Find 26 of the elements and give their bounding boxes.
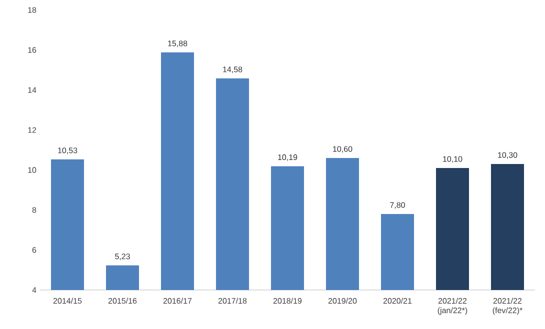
data-label: 10,53 xyxy=(58,148,78,154)
data-label: 10,19 xyxy=(278,154,298,161)
data-label: 5,23 xyxy=(115,254,130,260)
y-tick-label: 16 xyxy=(28,47,36,53)
x-tick-label: 2017/18 xyxy=(218,298,247,304)
data-label: 14,58 xyxy=(223,66,242,74)
data-label: 10,30 xyxy=(498,152,518,159)
y-tick-label: 6 xyxy=(32,247,36,253)
data-label: 10,60 xyxy=(333,146,352,153)
y-tick-label: 12 xyxy=(28,127,36,133)
data-label: 10,10 xyxy=(443,156,462,163)
x-tick-label: 2014/15 xyxy=(53,298,82,304)
y-tick-label: 18 xyxy=(28,7,36,13)
x-tick-label: 2021/22 (jan/22*) xyxy=(438,298,468,315)
x-tick-label: 2015/16 xyxy=(108,298,137,304)
x-tick-label: 2021/22 (fev/22)* xyxy=(492,298,522,315)
x-tick-label: 2016/17 xyxy=(163,298,192,304)
y-tick-label: 10 xyxy=(28,167,36,173)
x-tick-label: 2019/20 xyxy=(328,298,357,304)
x-tick-label: 2018/19 xyxy=(273,298,302,304)
y-tick-label: 14 xyxy=(28,87,36,93)
x-tick-label: 2020/21 xyxy=(383,298,412,304)
data-label: 7,80 xyxy=(390,202,405,209)
y-tick-label: 8 xyxy=(32,207,36,213)
data-label: 15,88 xyxy=(168,40,188,48)
y-tick-label: 4 xyxy=(32,287,36,293)
